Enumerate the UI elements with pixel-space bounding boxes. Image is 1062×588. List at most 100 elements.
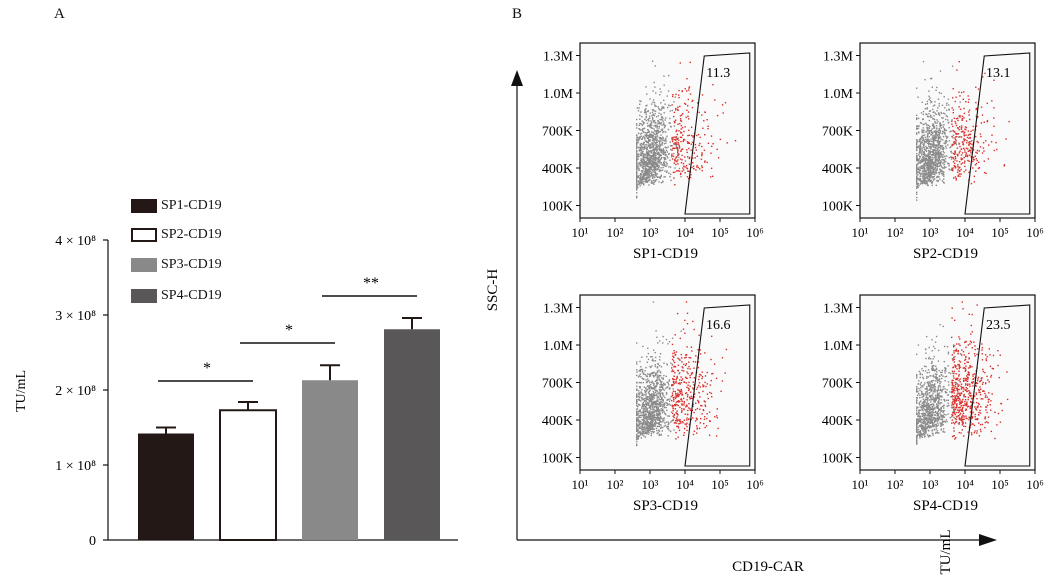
dot [685, 356, 687, 359]
dot [925, 145, 927, 148]
dot [636, 440, 638, 443]
dot [696, 427, 698, 429]
dot [941, 158, 943, 161]
dot [947, 119, 949, 121]
dot [942, 117, 944, 119]
dot [926, 113, 928, 116]
dot [933, 156, 936, 158]
dot [673, 143, 675, 146]
dot [716, 148, 718, 151]
dot [642, 414, 644, 416]
dot [986, 404, 989, 407]
dot [919, 418, 921, 420]
dot [976, 152, 978, 154]
dot [921, 175, 923, 178]
dot [975, 86, 977, 88]
dot [945, 160, 947, 163]
dot [933, 135, 935, 137]
dot [940, 138, 942, 140]
dot [648, 167, 650, 169]
dot [675, 145, 678, 147]
dot [674, 122, 676, 124]
dot [653, 181, 655, 183]
dot [639, 409, 641, 411]
dot [640, 153, 642, 156]
dot [692, 320, 694, 323]
dot [928, 358, 930, 360]
dot [671, 385, 673, 387]
dot [698, 111, 700, 114]
dot [636, 149, 638, 152]
dot [636, 430, 639, 432]
dot [972, 401, 975, 404]
dot [968, 143, 970, 146]
dot [639, 396, 641, 398]
dot [943, 152, 945, 154]
dot [666, 151, 668, 153]
dot [982, 76, 984, 78]
dot [690, 372, 693, 375]
dot [929, 156, 932, 159]
dot [699, 349, 701, 351]
dot [643, 174, 645, 176]
dot [651, 381, 653, 384]
dot [651, 155, 653, 158]
dot [997, 364, 999, 367]
dot [931, 86, 933, 88]
dot [653, 419, 656, 421]
dot [651, 380, 654, 383]
dot [645, 410, 648, 412]
dot [644, 170, 646, 173]
dot [951, 406, 953, 408]
dot [929, 152, 931, 154]
dot [969, 137, 971, 139]
cd19-axis-arrow [979, 534, 997, 546]
dot [926, 108, 928, 110]
dot [660, 426, 663, 428]
dot [647, 179, 649, 181]
dot [927, 127, 929, 129]
dot [642, 402, 644, 404]
dot [653, 128, 655, 130]
dot [688, 156, 691, 159]
dot [926, 138, 928, 140]
dot [926, 169, 928, 171]
dot [963, 140, 966, 142]
dot [658, 121, 660, 123]
dot [688, 423, 691, 426]
dot [689, 61, 691, 64]
dot [670, 179, 672, 182]
dot [917, 159, 919, 162]
dot [643, 184, 645, 186]
dot [931, 77, 933, 80]
dot [952, 134, 955, 136]
dot [683, 138, 685, 141]
dot [697, 349, 699, 351]
dot [683, 363, 685, 366]
dot [643, 143, 645, 145]
dot [646, 122, 649, 124]
dot [925, 413, 927, 415]
dot [689, 368, 691, 370]
dot [637, 175, 639, 178]
dot [691, 409, 694, 412]
dot [923, 403, 925, 405]
dot [985, 140, 987, 142]
dot [665, 401, 667, 404]
dot [961, 429, 963, 431]
dot [641, 124, 643, 126]
dot [934, 136, 936, 139]
dot [650, 162, 653, 165]
dot [952, 161, 955, 163]
dot [642, 372, 645, 375]
dot [641, 176, 644, 178]
dot [701, 145, 703, 148]
dot [646, 402, 649, 404]
dot [643, 407, 645, 409]
dot [651, 359, 653, 362]
dot [922, 170, 924, 172]
dot [970, 150, 972, 152]
dot [658, 419, 661, 422]
dot [696, 155, 698, 157]
dot [695, 169, 697, 171]
